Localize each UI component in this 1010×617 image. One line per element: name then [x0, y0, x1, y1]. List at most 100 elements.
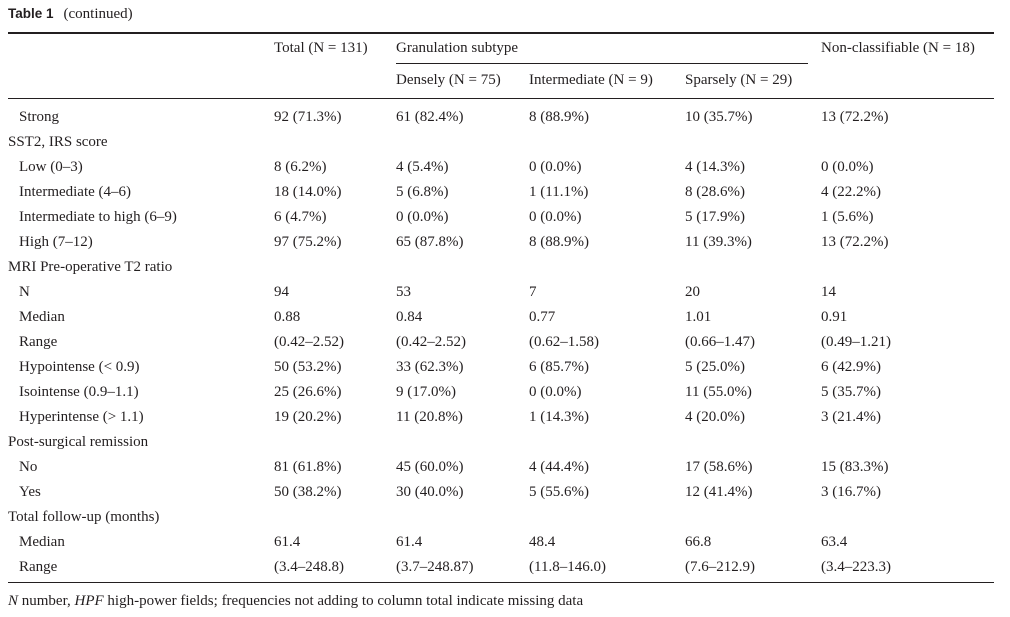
table-cell: 9 (17.0%)	[396, 384, 456, 400]
row-label: High (7–12)	[19, 234, 93, 250]
table-cell: 4 (14.3%)	[685, 159, 745, 175]
table-cell: 94	[274, 284, 289, 300]
table-cell: 0.88	[274, 309, 301, 325]
table-cell: 1 (11.1%)	[529, 184, 589, 200]
row-label: Strong	[19, 109, 60, 125]
table-cell: 1 (5.6%)	[821, 209, 874, 225]
bottom-rule	[8, 582, 994, 583]
row-label: Total follow-up (months)	[8, 509, 160, 525]
footnote-hpf-abbr: HPF	[74, 593, 104, 609]
table-cell: 1 (14.3%)	[529, 409, 589, 425]
table-cell: 0 (0.0%)	[821, 159, 874, 175]
table-cell: 53	[396, 284, 411, 300]
table-cell: 5 (55.6%)	[529, 484, 589, 500]
table-cell: 0 (0.0%)	[529, 384, 582, 400]
table-cell: (11.8–146.0)	[529, 559, 606, 575]
table-cell: 0 (0.0%)	[529, 159, 582, 175]
table-cell: 4 (22.2%)	[821, 184, 881, 200]
table-cell: 4 (20.0%)	[685, 409, 745, 425]
table-cell: (0.66–1.47)	[685, 334, 755, 350]
table-cell: (7.6–212.9)	[685, 559, 755, 575]
table-cell: 17 (58.6%)	[685, 459, 753, 475]
row-label: MRI Pre-operative T2 ratio	[8, 259, 173, 275]
row-label: Hyperintense (> 1.1)	[19, 409, 144, 425]
table-cell: 25 (26.6%)	[274, 384, 342, 400]
table-cell: 6 (4.7%)	[274, 209, 327, 225]
table-cell: 5 (6.8%)	[396, 184, 449, 200]
row-label: Intermediate (4–6)	[19, 184, 132, 200]
table-cell: 15 (83.3%)	[821, 459, 889, 475]
table-continued: (continued)	[63, 6, 133, 22]
table-cell: 8 (88.9%)	[529, 234, 589, 250]
row-label: Hypointense (< 0.9)	[19, 359, 140, 375]
header-sparsely: Sparsely (N = 29)	[685, 72, 793, 88]
table-cell: 0.91	[821, 309, 848, 325]
table-cell: 7	[529, 284, 537, 300]
footnote-n-abbr: N	[8, 593, 19, 609]
table-cell: (3.4–248.8)	[274, 559, 344, 575]
table-caption: Table 1 (continued)	[8, 6, 133, 23]
table-footnote: N number, HPF high-power fields; frequen…	[8, 593, 583, 610]
header-total: Total (N = 131)	[274, 40, 368, 56]
table-cell: 13 (72.2%)	[821, 234, 889, 250]
table-cell: 8 (88.9%)	[529, 109, 589, 125]
table-cell: 10 (35.7%)	[685, 109, 753, 125]
row-label: Median	[19, 309, 65, 325]
row-label: No	[19, 459, 38, 475]
table-cell: 61 (82.4%)	[396, 109, 464, 125]
table-cell: 5 (25.0%)	[685, 359, 745, 375]
footnote-n-text: number,	[18, 593, 75, 609]
table-cell: (3.4–223.3)	[821, 559, 891, 575]
table-cell: (0.42–2.52)	[274, 334, 344, 350]
granulation-span-rule	[396, 63, 808, 64]
table-cell: 81 (61.8%)	[274, 459, 342, 475]
table-cell: 50 (53.2%)	[274, 359, 342, 375]
table-cell: 0 (0.0%)	[396, 209, 449, 225]
header-bottom-rule	[8, 98, 994, 99]
table-cell: 6 (85.7%)	[529, 359, 589, 375]
table-cell: 1.01	[685, 309, 712, 325]
table-cell: 0 (0.0%)	[529, 209, 582, 225]
row-label: Yes	[19, 484, 41, 500]
header-non-classifiable: Non-classifiable (N = 18)	[821, 40, 975, 56]
header-intermediate: Intermediate (N = 9)	[529, 72, 653, 88]
table-cell: 5 (17.9%)	[685, 209, 745, 225]
table-cell: 65 (87.8%)	[396, 234, 464, 250]
table-cell: 97 (75.2%)	[274, 234, 342, 250]
row-label: Range	[19, 334, 58, 350]
table-cell: 0.77	[529, 309, 556, 325]
table-cell: 8 (28.6%)	[685, 184, 745, 200]
table-cell: 12 (41.4%)	[685, 484, 753, 500]
table-cell: 4 (5.4%)	[396, 159, 449, 175]
row-label: Low (0–3)	[19, 159, 83, 175]
table-cell: 19 (20.2%)	[274, 409, 342, 425]
table-cell: 11 (20.8%)	[396, 409, 463, 425]
row-label: Isointense (0.9–1.1)	[19, 384, 139, 400]
table-cell: 8 (6.2%)	[274, 159, 327, 175]
table-cell: 50 (38.2%)	[274, 484, 342, 500]
table-cell: 48.4	[529, 534, 556, 550]
header-densely: Densely (N = 75)	[396, 72, 501, 88]
table-cell: 6 (42.9%)	[821, 359, 881, 375]
table-cell: 3 (16.7%)	[821, 484, 881, 500]
table-cell: 4 (44.4%)	[529, 459, 589, 475]
table-cell: (3.7–248.87)	[396, 559, 474, 575]
table-cell: 18 (14.0%)	[274, 184, 342, 200]
table-cell: 0.84	[396, 309, 423, 325]
table-cell: 30 (40.0%)	[396, 484, 464, 500]
row-label: SST2, IRS score	[8, 134, 108, 150]
row-label: N	[19, 284, 30, 300]
row-label: Post-surgical remission	[8, 434, 149, 450]
footnote-hpf-text: high-power fields; frequencies not addin…	[103, 593, 584, 609]
table-cell: 13 (72.2%)	[821, 109, 889, 125]
table-cell: 14	[821, 284, 836, 300]
table-cell: 66.8	[685, 534, 712, 550]
table-cell: 92 (71.3%)	[274, 109, 342, 125]
table-cell: 3 (21.4%)	[821, 409, 881, 425]
row-label: Range	[19, 559, 58, 575]
table-cell: 20	[685, 284, 700, 300]
table-cell: 5 (35.7%)	[821, 384, 881, 400]
table-cell: (0.62–1.58)	[529, 334, 599, 350]
table-cell: 61.4	[274, 534, 301, 550]
top-rule	[8, 32, 994, 34]
